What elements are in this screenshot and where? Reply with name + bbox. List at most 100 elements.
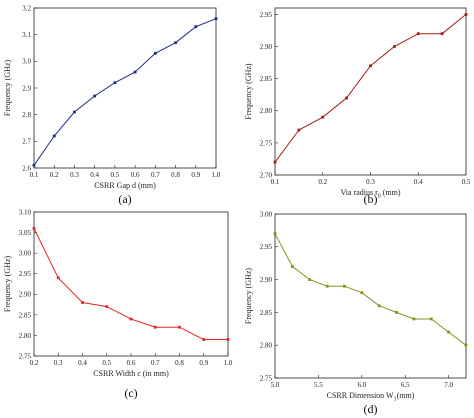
data-point: [93, 94, 97, 98]
data-point: [412, 317, 416, 321]
x-axis-label-text: Via radius r: [340, 188, 378, 197]
series-line: [274, 233, 467, 346]
data-point: [464, 343, 468, 347]
data-point: [345, 96, 349, 100]
y-tick-label: 2.80: [260, 342, 273, 350]
y-tick-label: 2.95: [19, 270, 32, 278]
plot-frame: [33, 211, 229, 357]
y-tick-label: 2.85: [260, 309, 273, 317]
x-axis-label: CSRR Width c (in mm): [93, 369, 169, 378]
y-tick-label: 2.70: [260, 171, 273, 179]
x-tick-label: 0.9: [199, 359, 208, 367]
data-point: [464, 13, 468, 16]
x-axis-label: CSRR Gap d (mm): [94, 181, 156, 190]
y-tick-label: 2.6: [22, 164, 31, 172]
data-point: [343, 284, 346, 288]
y-axis-label: Frequency (GHz): [3, 256, 12, 313]
x-tick-label: 0.4: [78, 359, 87, 367]
y-tick-label: 2.95: [260, 243, 273, 251]
data-point: [360, 291, 364, 295]
y-tick-label: 3.1: [22, 31, 31, 39]
y-axis-label: Frequency (GHz): [244, 268, 253, 325]
x-tick-label: 0.8: [175, 359, 184, 367]
data-point: [377, 304, 381, 308]
data-point: [174, 41, 177, 45]
x-axis-label-suffix: (mm): [381, 188, 401, 197]
x-axis-label-subscript: 0: [378, 194, 381, 200]
y-tick-label: 2.9: [22, 84, 31, 92]
panel-caption: (a): [118, 192, 131, 206]
plot-frame: [274, 7, 467, 176]
y-tick-label: 2.90: [260, 43, 273, 51]
data-point: [153, 51, 157, 55]
data-point: [32, 227, 36, 230]
x-tick-label: 0.5: [102, 359, 111, 367]
data-point: [81, 301, 84, 304]
data-point: [290, 265, 294, 268]
chart-panel-4: 5.0 5.5 6.0 6.5 7.0 2.75 2.80 2.85 2.90 2.95 3.00 C…: [244, 210, 468, 416]
y-tick-label: 3.0: [22, 58, 31, 66]
x-tick-label: 7.0: [444, 381, 453, 389]
series-line: [33, 228, 228, 340]
x-axis-label-subscript: 1: [394, 397, 397, 403]
x-axis-label-text: CSRR Dimension W: [327, 391, 394, 400]
x-tick-label: 0.5: [462, 178, 471, 186]
x-axis-label-text: CSRR Gap d (mm): [94, 181, 156, 190]
x-tick-label: 6.0: [357, 381, 366, 389]
data-point: [429, 317, 433, 321]
data-point: [325, 284, 329, 288]
y-tick-label: 2.90: [260, 276, 273, 284]
data-point: [105, 305, 109, 309]
y-tick-label: 2.7: [22, 138, 31, 146]
x-tick-label: 0.7: [151, 171, 160, 179]
data-point: [133, 70, 137, 74]
data-point: [395, 311, 398, 314]
y-tick-label: 3.05: [19, 229, 32, 237]
x-axis-label-text: CSRR Width c (in mm): [93, 369, 169, 378]
data-point: [32, 163, 36, 167]
y-axis-label: Frequency (GHz): [3, 60, 12, 117]
data-point: [392, 45, 396, 48]
x-tick-label: 0.1: [30, 171, 39, 179]
x-tick-label: 5.5: [314, 381, 323, 389]
data-point: [56, 276, 60, 280]
x-tick-label: 0.5: [111, 171, 120, 179]
x-axis-label-suffix: (mm): [397, 391, 415, 400]
x-axis-label: CSRR Dimension W1(mm): [327, 391, 415, 403]
panel-caption: (c): [124, 386, 137, 400]
y-tick-label: 2.75: [260, 374, 273, 382]
panel-caption: (d): [364, 402, 378, 416]
data-point: [202, 338, 206, 341]
y-tick-label: 2.75: [19, 352, 32, 360]
data-point: [369, 64, 372, 68]
panel-caption: (b): [364, 192, 378, 206]
y-tick-label: 2.80: [260, 107, 273, 115]
plot-frame: [274, 213, 467, 379]
y-tick-label: 2.85: [260, 75, 273, 83]
data-point: [447, 330, 451, 334]
data-point: [416, 32, 420, 36]
data-point: [297, 128, 301, 132]
data-point: [321, 115, 325, 119]
y-tick-label: 3.00: [260, 210, 273, 218]
y-tick-label: 2.8: [22, 111, 31, 119]
data-point: [273, 160, 277, 164]
y-tick-label: 3.2: [22, 4, 31, 12]
chart-panel-2: 0.1 0.2 0.3 0.4 0.5 2.70 2.75 2.80 2.85 2.90 2.95 V…: [244, 7, 471, 206]
data-point: [129, 317, 133, 321]
x-tick-label: 1.0: [224, 359, 233, 367]
x-tick-label: 0.3: [366, 178, 375, 186]
y-tick-label: 2.75: [260, 139, 273, 147]
data-point: [52, 134, 56, 138]
x-tick-label: 6.5: [401, 381, 410, 389]
x-tick-label: 1.0: [212, 171, 221, 179]
y-tick-label: 2.80: [19, 332, 32, 340]
data-point: [113, 81, 117, 85]
chart-panel-3: 0.2 0.3 0.4 0.5 0.6 0.7 0.8 0.9 1.0 2.75 2.80 2.85 2…: [3, 208, 233, 400]
x-tick-label: 0.3: [70, 171, 79, 179]
data-point: [440, 32, 444, 36]
y-tick-label: 2.85: [19, 311, 32, 319]
x-tick-label: 0.6: [131, 171, 140, 179]
x-tick-label: 0.2: [318, 178, 327, 186]
